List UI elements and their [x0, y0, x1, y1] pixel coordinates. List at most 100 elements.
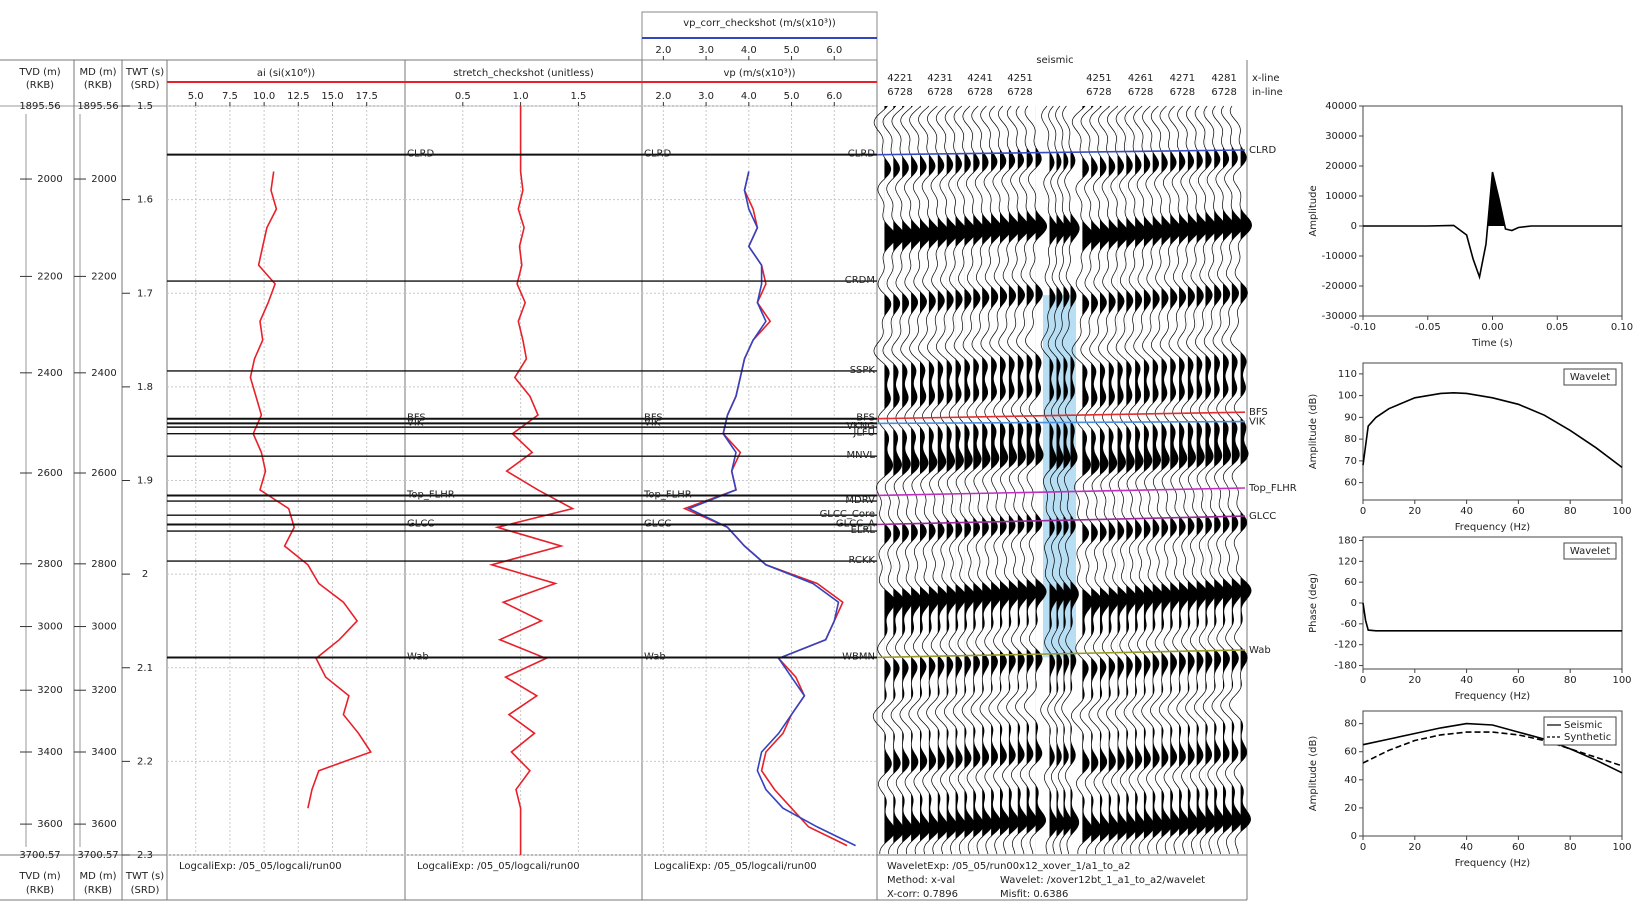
legend-label: Wavelet — [1570, 546, 1610, 557]
x-tick-label: 5.0 — [188, 91, 204, 102]
y-tick-label: 180 — [1338, 535, 1357, 546]
depth-tick-label: 3000 — [37, 622, 62, 633]
legend-box — [1563, 542, 1617, 560]
seismic-trace-fill — [920, 106, 932, 855]
inline-axis-label: in-line — [1252, 87, 1283, 98]
x-tick-label: -0.10 — [1350, 322, 1376, 333]
inline-label: 6728 — [927, 87, 952, 98]
seismic-trace-fill — [1143, 106, 1155, 855]
legend-label: Synthetic — [1564, 732, 1611, 743]
horizon-label: RCKK — [848, 555, 875, 566]
inline-label: 6728 — [1128, 87, 1153, 98]
x-tick-label: 80 — [1564, 675, 1577, 686]
marker-label: Wab — [407, 651, 429, 662]
log-curve — [682, 171, 848, 847]
x-tick-label: 0 — [1360, 506, 1366, 517]
plot-frame — [1362, 710, 1623, 837]
twt-tick-label: 1.5 — [137, 101, 153, 112]
seismic-trace-fill — [884, 106, 896, 855]
axis-title: TWT (s) — [125, 871, 164, 882]
marker-label: VIK — [644, 417, 661, 428]
x-tick-label: 60 — [1512, 842, 1525, 853]
track-footer: LogcaliExp: /05_05/logcali/run00 — [654, 861, 817, 872]
horizon-label: CRDM — [845, 275, 875, 286]
x-tick-label: 0.5 — [455, 91, 471, 102]
xline-axis-label: x-line — [1252, 73, 1280, 84]
twt-tick-label: 2.3 — [137, 850, 153, 861]
axis-title: TVD (m) — [18, 67, 60, 78]
x-tick-label: 12.5 — [287, 91, 309, 102]
x-axis-label: Frequency (Hz) — [1455, 858, 1531, 869]
seismic-traces — [872, 105, 1252, 855]
seismic-trace-fill — [1231, 106, 1243, 855]
track-title: stretch_checkshot (unitless) — [453, 68, 594, 79]
depth-tick-label: 2000 — [37, 174, 62, 185]
horizon-label: GLCC_Core — [820, 509, 875, 520]
y-tick-label: 20000 — [1325, 161, 1357, 172]
x-tick-label: 6.0 — [826, 91, 842, 102]
twt-tick-label: 1.8 — [137, 382, 153, 393]
xline-label: 4231 — [927, 73, 952, 84]
seismic-trace — [1023, 105, 1048, 855]
depth-tick-label: 2000 — [91, 174, 116, 185]
axis-title: MD (m) — [79, 871, 116, 882]
seismic-trace-fill — [1017, 106, 1029, 855]
marker-label: Top_FLHR — [406, 489, 455, 500]
seismic-footer: WaveletExp: /05_05/run00x12_xover_1/a1_t… — [887, 861, 1130, 872]
y-tick-label: 90 — [1344, 412, 1357, 423]
x-tick-label: 2.0 — [655, 45, 671, 56]
depth-bottom-label: 3700.57 — [19, 850, 60, 861]
depth-top-label: 1895.56 — [19, 101, 60, 112]
track-title: ai (si(x10⁶)) — [257, 68, 315, 79]
log-curve — [249, 171, 373, 809]
marker-label: Wab — [644, 651, 666, 662]
axis-title: MD (m) — [79, 67, 116, 78]
marker-label: BFS — [407, 413, 426, 424]
synthetic-trace-fill — [1049, 106, 1059, 855]
axis-title: TVD (m) — [18, 871, 60, 882]
seismic-trace-fill — [1000, 106, 1012, 855]
twt-tick-label: 1.7 — [137, 288, 153, 299]
seismic-trace-fill — [902, 106, 914, 855]
seismic-trace — [872, 105, 897, 854]
x-tick-label: 3.0 — [698, 45, 714, 56]
seismic-title: seismic — [1036, 55, 1073, 66]
horizon-label: VKNG — [846, 421, 875, 432]
y-tick-label: 10000 — [1325, 191, 1357, 202]
y-tick-label: 20 — [1344, 803, 1357, 814]
depth-tick-label: 2600 — [91, 468, 116, 479]
marker-label: CLRD — [644, 149, 672, 160]
axis-subtitle: (SRD) — [131, 885, 160, 896]
y-tick-label: 70 — [1344, 456, 1357, 467]
seismic-footer: Misfit: 0.6386 — [1000, 889, 1068, 900]
legend-box — [1543, 716, 1617, 746]
y-tick-label: 60 — [1344, 747, 1357, 758]
seismic-trace-fill — [1161, 106, 1173, 855]
inline-label: 6728 — [1086, 87, 1111, 98]
twt-tick-label: 1.9 — [137, 476, 153, 487]
axis-title: TWT (s) — [125, 67, 164, 78]
seismic-trace-fill — [1187, 106, 1199, 855]
marker-label: GLCC — [644, 519, 671, 530]
series-line — [1363, 171, 1622, 281]
seismic-horizon-label: Wab — [1249, 645, 1271, 656]
depth-tick-label: 2400 — [37, 368, 62, 379]
x-tick-label: 20 — [1408, 506, 1421, 517]
seismic-trace-fill — [1196, 106, 1208, 855]
seismic-trace-fill — [1091, 106, 1103, 855]
synthetic-trace-fill — [1063, 106, 1073, 855]
depth-tick-label: 3400 — [37, 747, 62, 758]
xline-label: 4251 — [1086, 73, 1111, 84]
seismic-horizon — [876, 420, 1246, 425]
track-header-box — [641, 11, 878, 61]
x-tick-label: 60 — [1512, 675, 1525, 686]
seismic-trace — [1229, 105, 1252, 855]
y-tick-label: 0 — [1351, 831, 1357, 842]
x-tick-label: 0.00 — [1481, 322, 1503, 333]
x-tick-label: 4.0 — [741, 91, 757, 102]
twt-tick-label: 2.2 — [137, 756, 153, 767]
x-tick-label: 1.0 — [513, 91, 529, 102]
